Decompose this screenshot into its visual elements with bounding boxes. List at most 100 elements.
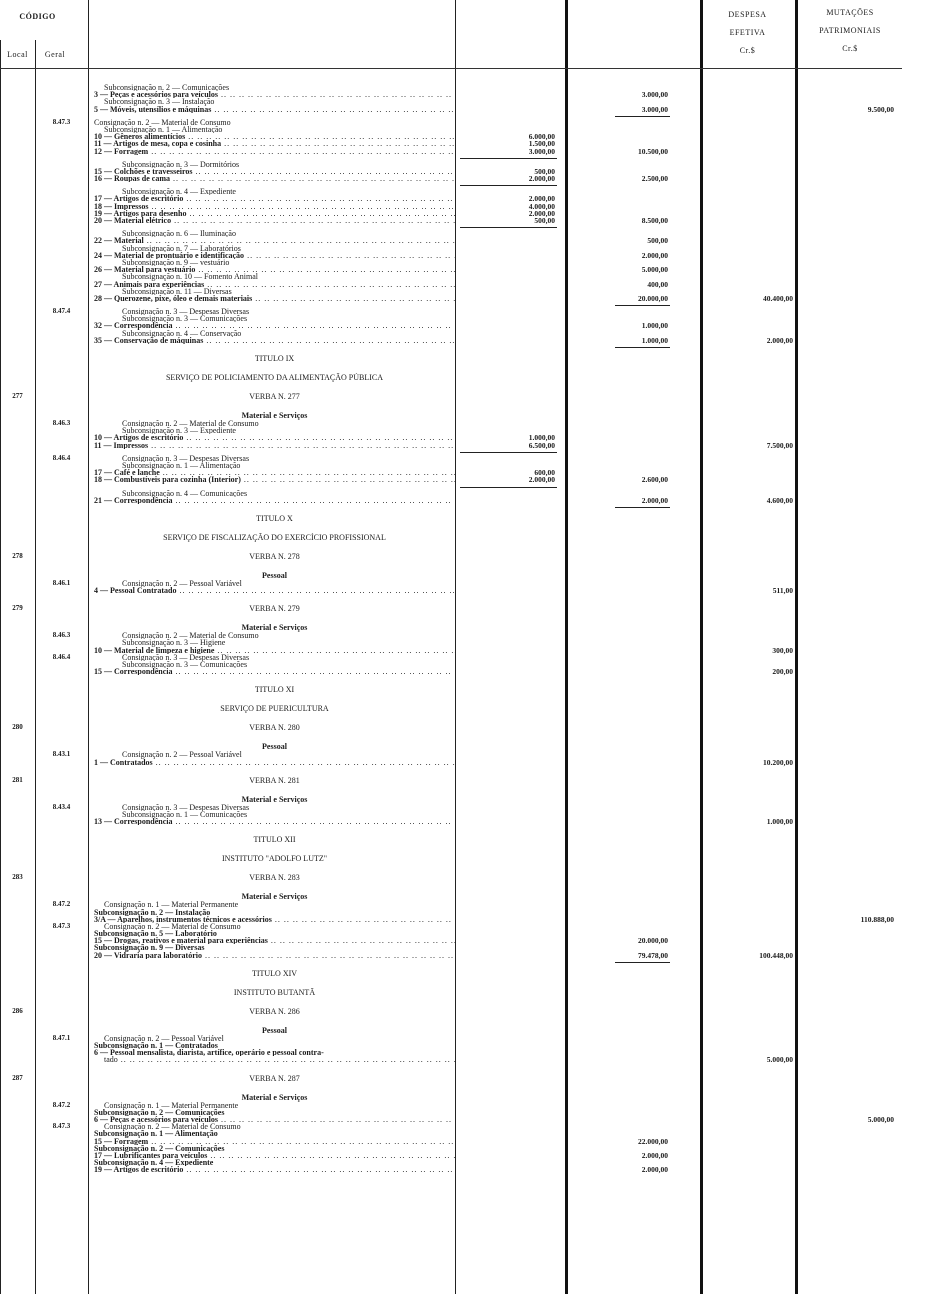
amount-c bbox=[700, 140, 795, 147]
item-label: Consignação n. 3 — Despesas Diversas bbox=[122, 803, 250, 811]
amount-c bbox=[700, 514, 795, 523]
amount-a: 4.000,00 bbox=[528, 201, 555, 211]
code-local bbox=[0, 252, 35, 259]
item-description: Subconsignação n. 6 — Iluminação bbox=[88, 230, 455, 237]
item-description: Consignação n. 3 — Despesas Diversas bbox=[88, 654, 455, 661]
amount-b bbox=[565, 1145, 700, 1152]
table-row: 8.46.4 Consignação n. 3 — Despesas Divers… bbox=[0, 454, 932, 462]
code-geral bbox=[35, 533, 88, 542]
table-row: 11 — Artigos de mesa, copa e cosinha.. .… bbox=[0, 140, 932, 148]
dot-leader: .. .. .. .. .. .. .. .. .. .. .. .. .. .… bbox=[189, 209, 455, 218]
amount-d bbox=[795, 168, 932, 175]
code-local bbox=[0, 1130, 35, 1137]
item-description: Consignação n. 1 — Material Permanente bbox=[88, 901, 455, 908]
table-row: 13 — Correspondência.. .. .. .. .. .. ..… bbox=[0, 818, 932, 826]
amount-b bbox=[565, 420, 700, 427]
amount-d bbox=[795, 245, 932, 252]
amount-b: 400,00 bbox=[647, 279, 668, 289]
code-local bbox=[0, 195, 35, 202]
amount-c bbox=[700, 571, 795, 580]
code-geral bbox=[35, 776, 88, 785]
item-description: Subconsignação n. 1 — Contratados bbox=[88, 1042, 455, 1049]
code-local bbox=[0, 330, 35, 337]
code-geral: 8.46.4 bbox=[52, 652, 71, 661]
code-local bbox=[0, 969, 35, 978]
dot-leader: .. .. .. .. .. .. .. .. .. .. .. .. .. .… bbox=[175, 322, 455, 330]
code-local bbox=[0, 295, 35, 302]
amount-c bbox=[700, 1109, 795, 1116]
amount-b bbox=[565, 604, 700, 613]
table-row: Subconsignação n. 4 — Conservação bbox=[0, 330, 932, 337]
code-geral bbox=[35, 668, 88, 675]
dot-leader: .. .. .. .. .. .. .. .. .. .. .. .. .. .… bbox=[188, 133, 455, 141]
amount-d bbox=[795, 175, 932, 182]
amount-a bbox=[455, 952, 565, 959]
code-geral bbox=[35, 188, 88, 195]
table-row: Subconsignação n. 2 — Comunicações bbox=[0, 1145, 932, 1152]
amount-c bbox=[700, 1074, 795, 1083]
amount-c bbox=[700, 237, 795, 244]
amount-c bbox=[700, 704, 795, 713]
amount-d bbox=[795, 133, 932, 140]
code-geral bbox=[35, 930, 88, 937]
code-local bbox=[0, 623, 35, 632]
code-local bbox=[0, 944, 35, 951]
amount-b bbox=[565, 469, 700, 476]
item-description: 18 — Combustíveis para cozinha (Interior… bbox=[88, 476, 455, 483]
dot-leader: .. .. .. .. .. .. .. .. .. .. .. .. .. .… bbox=[224, 140, 455, 148]
amount-d bbox=[795, 533, 932, 542]
item-description: Subconsignação n. 1 — Alimentação bbox=[88, 462, 455, 469]
item-description: 21 — Correspondência.. .. .. .. .. .. ..… bbox=[88, 497, 455, 504]
item-description: 26 — Material para vestuário.. .. .. .. … bbox=[88, 266, 455, 273]
item-description: 35 — Conservação de máquinas.. .. .. .. … bbox=[88, 337, 455, 344]
amount-a bbox=[455, 1026, 565, 1035]
code-local bbox=[0, 901, 35, 908]
amount-c bbox=[700, 1138, 795, 1145]
code-geral bbox=[35, 1042, 88, 1049]
amount-b bbox=[565, 901, 700, 908]
item-description: Consignação n. 2 — Material de Consumo bbox=[88, 1123, 455, 1130]
table-row: Subconsignação n. 7 — Laboratórios bbox=[0, 245, 932, 252]
code-geral bbox=[35, 427, 88, 434]
item-label: Consignação n. 2 — Material de Consumo bbox=[122, 420, 259, 428]
item-label: Subconsignação n. 4 — Expediente bbox=[122, 188, 236, 196]
table-row: Subconsignação n. 3 — Expediente bbox=[0, 427, 932, 434]
amount-d bbox=[795, 315, 932, 322]
item-label: 27 — Animais para experiências bbox=[94, 280, 205, 288]
code-geral bbox=[35, 811, 88, 818]
table-row: 20 — Vidraria para laboratório.. .. .. .… bbox=[0, 950, 932, 964]
amount-d bbox=[795, 126, 932, 133]
item-label: INSTITUTO BUTANTÃ bbox=[233, 987, 316, 997]
item-description: 10 — Material de limpeza e higiene.. .. … bbox=[88, 647, 455, 654]
code-geral bbox=[35, 84, 88, 91]
amount-c bbox=[700, 923, 795, 930]
amount-c bbox=[700, 873, 795, 882]
amount-c: 100.448,00 bbox=[759, 950, 793, 960]
table-row: Subconsignação n. 1 — Alimentação bbox=[0, 126, 932, 133]
code-local bbox=[0, 230, 35, 237]
amount-c: 511,00 bbox=[772, 586, 793, 596]
amount-d bbox=[795, 1138, 932, 1145]
amount-d bbox=[795, 427, 932, 434]
item-description: SERVIÇO DE FISCALIZAÇÃO DO EXERCÍCIO PRO… bbox=[88, 533, 455, 542]
item-description: Material e Serviços bbox=[88, 1093, 455, 1102]
amount-b bbox=[565, 392, 700, 401]
amount-a bbox=[455, 571, 565, 580]
amount-a bbox=[455, 623, 565, 632]
code-local bbox=[0, 175, 35, 182]
amount-d bbox=[795, 148, 932, 155]
item-label: Subconsignação n. 3 — Expediente bbox=[122, 427, 236, 435]
amount-c bbox=[700, 420, 795, 427]
item-label: Consignação n. 1 — Material Permanente bbox=[104, 901, 239, 909]
amount-b bbox=[565, 245, 700, 252]
table-row: 3 — Peças e acessórios para veículos.. .… bbox=[0, 91, 932, 99]
item-description: 3 — Peças e acessórios para veículos.. .… bbox=[88, 91, 455, 98]
code-geral bbox=[35, 1109, 88, 1116]
item-description: 5 — Móveis, utensílios e máquinas.. .. .… bbox=[88, 106, 455, 113]
item-description: VERBA N. 279 bbox=[88, 604, 455, 613]
amount-d bbox=[795, 434, 932, 441]
amount-a bbox=[455, 776, 565, 785]
amount-a bbox=[455, 91, 565, 98]
item-description: 32 — Correspondência.. .. .. .. .. .. ..… bbox=[88, 322, 455, 329]
item-label: Subconsignação n. 9 — Diversas bbox=[94, 944, 205, 952]
